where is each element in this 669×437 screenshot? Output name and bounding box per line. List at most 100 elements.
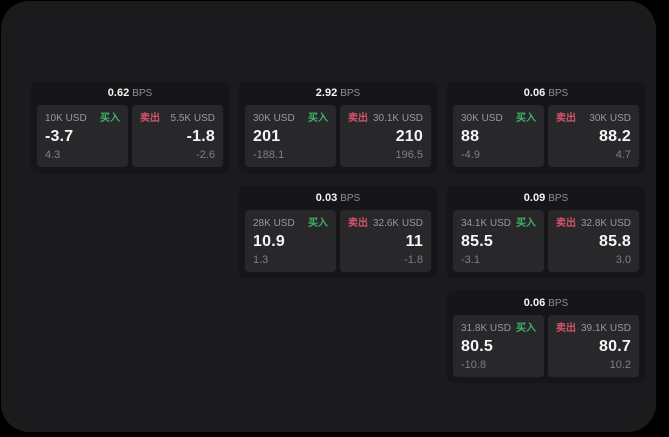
card-header: 2.92 BPS (239, 81, 437, 105)
bps-unit-label: BPS (340, 192, 361, 204)
sell-panel[interactable]: 卖出 32.6K USD 11 -1.8 (340, 210, 431, 272)
buy-price: 80.5 (461, 338, 493, 355)
card-header: 0.03 BPS (239, 186, 437, 210)
bps-unit-label: BPS (548, 297, 569, 309)
sell-panel-top: 卖出 30K USD (556, 113, 631, 124)
quote-panels: 30K USD 买入 88 -4.9 卖出 30K USD 88.2 4.7 (453, 105, 639, 167)
sell-size: 32.6K USD (372, 218, 423, 229)
buy-panel-top: 34.1K USD 买入 (461, 218, 536, 229)
sell-sub-value: 4.7 (615, 149, 631, 161)
buy-size: 34.1K USD (461, 218, 512, 229)
card-header: 0.06 BPS (447, 291, 645, 315)
buy-panel-top: 10K USD 买入 (45, 113, 120, 124)
bps-unit-label: BPS (548, 192, 569, 204)
quote-card: 0.09 BPS 34.1K USD 买入 85.5 -3.1 卖出 32.8K… (447, 186, 645, 278)
card-header: 0.06 BPS (447, 81, 645, 105)
buy-price: 201 (253, 128, 281, 145)
sell-price: 85.8 (599, 233, 631, 250)
sell-side-label: 卖出 (140, 113, 160, 124)
buy-panel-top: 30K USD 买入 (461, 113, 536, 124)
sell-sub-value: 10.2 (609, 359, 631, 371)
sell-price: 210 (395, 128, 423, 145)
sell-side-label: 卖出 (556, 323, 576, 334)
buy-side-label: 买入 (308, 113, 328, 124)
buy-size: 30K USD (461, 113, 503, 124)
sell-size: 30K USD (589, 113, 631, 124)
buy-sub-value: -188.1 (253, 149, 285, 161)
buy-sub-value: -10.8 (461, 359, 487, 371)
buy-panel[interactable]: 30K USD 买入 88 -4.9 (453, 105, 544, 167)
sell-side-label: 卖出 (348, 218, 368, 229)
bps-unit-label: BPS (340, 87, 361, 99)
bps-value: 0.03 (315, 192, 338, 204)
sell-panel-top: 卖出 32.8K USD (556, 218, 631, 229)
buy-sub-value: -4.9 (461, 149, 480, 161)
sell-size: 30.1K USD (372, 113, 423, 124)
quote-card: 0.06 BPS 31.8K USD 买入 80.5 -10.8 卖出 39.1… (447, 291, 645, 383)
quote-panels: 34.1K USD 买入 85.5 -3.1 卖出 32.8K USD 85.8… (453, 210, 639, 272)
quote-panels: 31.8K USD 买入 80.5 -10.8 卖出 39.1K USD 80.… (453, 315, 639, 377)
sell-sub-value: 196.5 (395, 149, 423, 161)
buy-panel[interactable]: 28K USD 买入 10.9 1.3 (245, 210, 336, 272)
buy-panel[interactable]: 10K USD 买入 -3.7 4.3 (37, 105, 128, 167)
buy-price: 85.5 (461, 233, 493, 250)
sell-panel[interactable]: 卖出 5.5K USD -1.8 -2.6 (132, 105, 223, 167)
sell-price: -1.8 (186, 128, 215, 145)
buy-price: 10.9 (253, 233, 285, 250)
bps-value: 0.06 (523, 297, 546, 309)
buy-panel-top: 31.8K USD 买入 (461, 323, 536, 334)
sell-sub-value: -2.6 (196, 149, 215, 161)
buy-size: 28K USD (253, 218, 295, 229)
sell-panel-top: 卖出 5.5K USD (140, 113, 215, 124)
bps-value: 0.06 (523, 87, 546, 99)
sell-price: 88.2 (599, 128, 631, 145)
buy-side-label: 买入 (516, 218, 536, 229)
card-header: 0.09 BPS (447, 186, 645, 210)
buy-side-label: 买入 (100, 113, 120, 124)
sell-price: 80.7 (599, 338, 631, 355)
sell-panel[interactable]: 卖出 39.1K USD 80.7 10.2 (548, 315, 639, 377)
sell-sub-value: -1.8 (404, 254, 423, 266)
quote-card: 0.62 BPS 10K USD 买入 -3.7 4.3 卖出 5.5K USD… (31, 81, 229, 173)
bps-value: 0.09 (523, 192, 546, 204)
bps-value: 0.62 (107, 87, 130, 99)
buy-panel-top: 28K USD 买入 (253, 218, 328, 229)
buy-panel[interactable]: 34.1K USD 买入 85.5 -3.1 (453, 210, 544, 272)
card-header: 0.62 BPS (31, 81, 229, 105)
bps-unit-label: BPS (132, 87, 153, 99)
sell-size: 39.1K USD (580, 323, 631, 334)
buy-size: 10K USD (45, 113, 87, 124)
buy-panel-top: 30K USD 买入 (253, 113, 328, 124)
bps-unit-label: BPS (548, 87, 569, 99)
sell-price: 11 (405, 233, 423, 250)
quote-card: 2.92 BPS 30K USD 买入 201 -188.1 卖出 30.1K … (239, 81, 437, 173)
trading-dashboard: 0.62 BPS 10K USD 买入 -3.7 4.3 卖出 5.5K USD… (1, 1, 656, 432)
buy-price: -3.7 (45, 128, 74, 145)
sell-panel-top: 卖出 39.1K USD (556, 323, 631, 334)
buy-price: 88 (461, 128, 480, 145)
buy-panel[interactable]: 30K USD 买入 201 -188.1 (245, 105, 336, 167)
buy-side-label: 买入 (516, 113, 536, 124)
sell-panel-top: 卖出 32.6K USD (348, 218, 423, 229)
buy-size: 30K USD (253, 113, 295, 124)
buy-sub-value: 4.3 (45, 149, 61, 161)
sell-sub-value: 3.0 (615, 254, 631, 266)
sell-size: 5.5K USD (170, 113, 215, 124)
sell-side-label: 卖出 (348, 113, 368, 124)
sell-panel-top: 卖出 30.1K USD (348, 113, 423, 124)
sell-panel[interactable]: 卖出 32.8K USD 85.8 3.0 (548, 210, 639, 272)
quote-card: 0.06 BPS 30K USD 买入 88 -4.9 卖出 30K USD 8… (447, 81, 645, 173)
buy-size: 31.8K USD (461, 323, 512, 334)
buy-panel[interactable]: 31.8K USD 买入 80.5 -10.8 (453, 315, 544, 377)
quote-panels: 28K USD 买入 10.9 1.3 卖出 32.6K USD 11 -1.8 (245, 210, 431, 272)
buy-side-label: 买入 (516, 323, 536, 334)
buy-side-label: 买入 (308, 218, 328, 229)
sell-side-label: 卖出 (556, 218, 576, 229)
sell-panel[interactable]: 卖出 30.1K USD 210 196.5 (340, 105, 431, 167)
sell-size: 32.8K USD (580, 218, 631, 229)
buy-sub-value: 1.3 (253, 254, 269, 266)
quote-panels: 10K USD 买入 -3.7 4.3 卖出 5.5K USD -1.8 -2.… (37, 105, 223, 167)
quote-panels: 30K USD 买入 201 -188.1 卖出 30.1K USD 210 1… (245, 105, 431, 167)
sell-panel[interactable]: 卖出 30K USD 88.2 4.7 (548, 105, 639, 167)
sell-side-label: 卖出 (556, 113, 576, 124)
